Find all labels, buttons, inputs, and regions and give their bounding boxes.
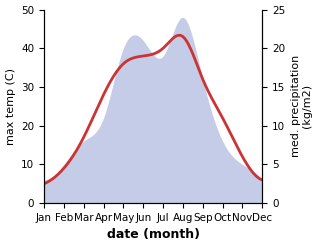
Y-axis label: med. precipitation
(kg/m2): med. precipitation (kg/m2) [291,55,313,158]
X-axis label: date (month): date (month) [107,228,200,242]
Y-axis label: max temp (C): max temp (C) [5,68,16,145]
